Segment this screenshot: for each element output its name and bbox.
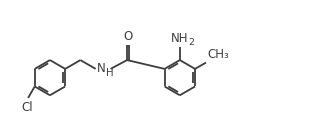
- Text: NH: NH: [171, 32, 189, 45]
- Text: O: O: [123, 30, 133, 43]
- Text: Cl: Cl: [21, 101, 33, 114]
- Text: H: H: [106, 68, 114, 78]
- Text: 2: 2: [188, 38, 194, 47]
- Text: N: N: [97, 61, 105, 75]
- Text: CH₃: CH₃: [208, 48, 230, 61]
